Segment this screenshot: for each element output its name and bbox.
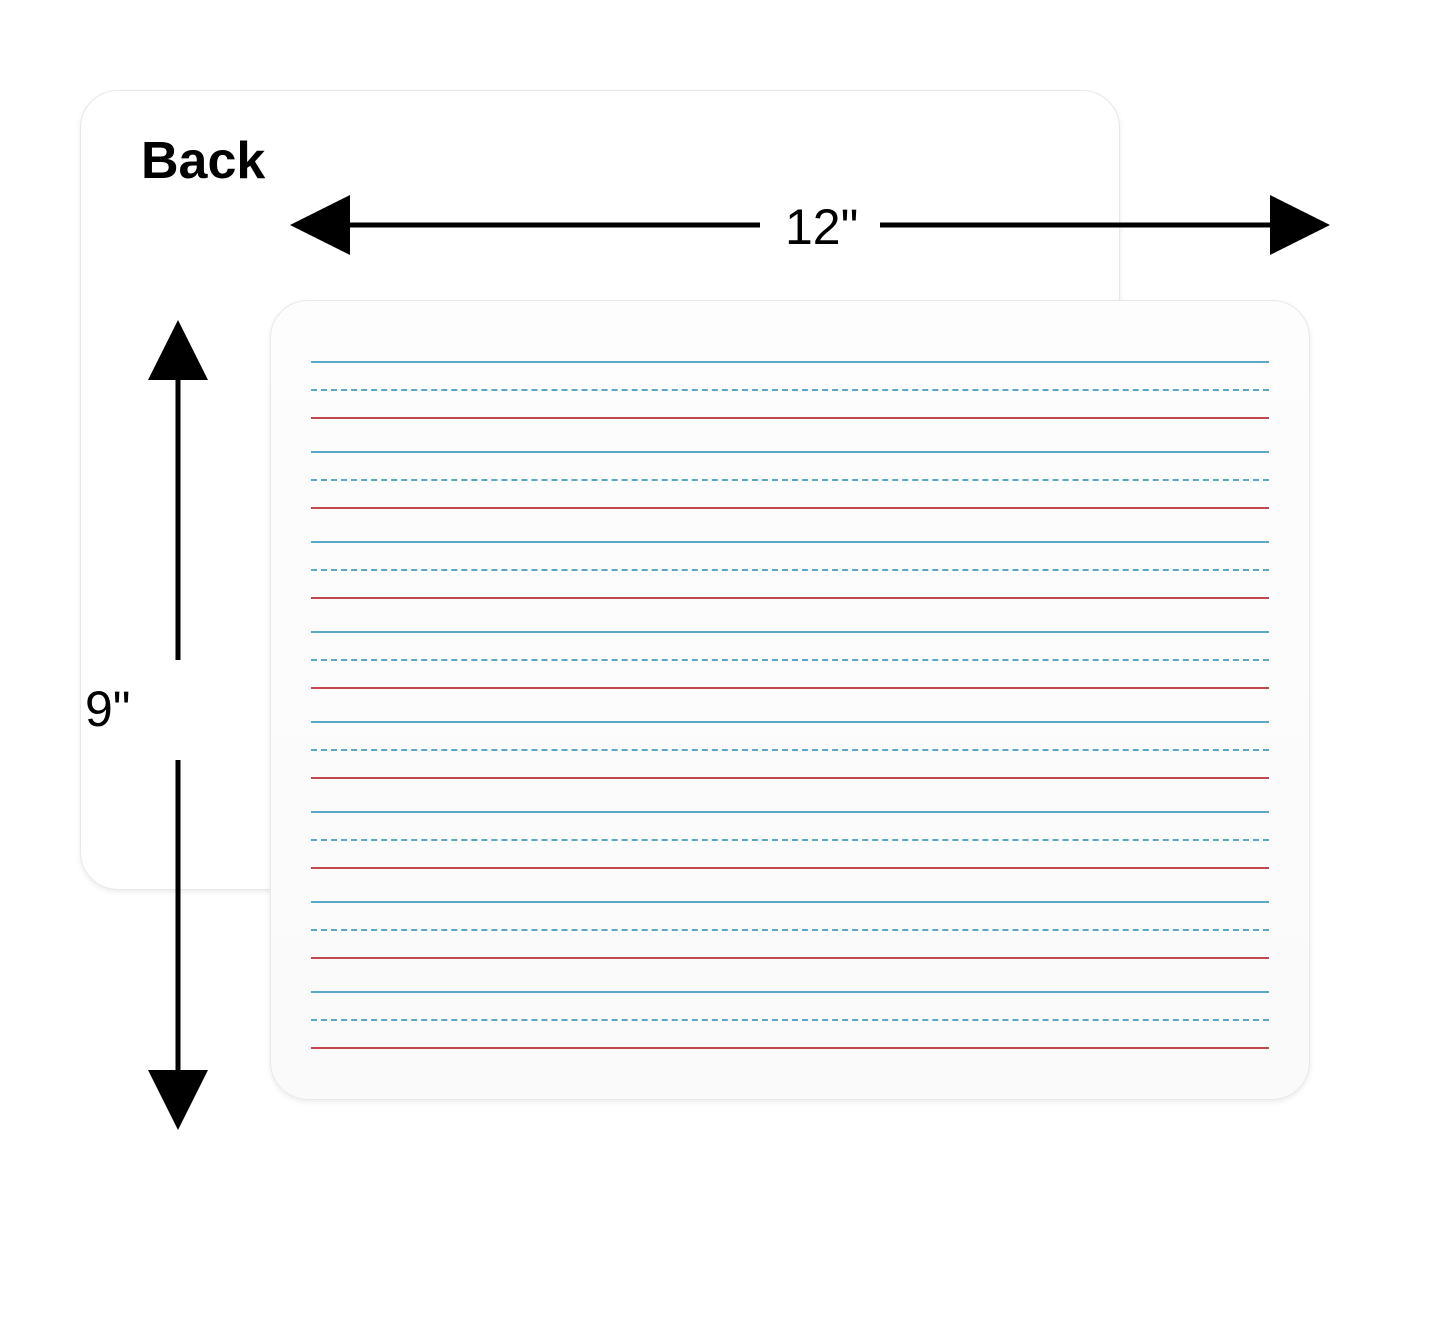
diagram-stage: Back 12" 9" [0,0,1445,1336]
height-dimension-label: 9" [85,680,131,738]
height-dimension-arrow [0,0,1445,1336]
